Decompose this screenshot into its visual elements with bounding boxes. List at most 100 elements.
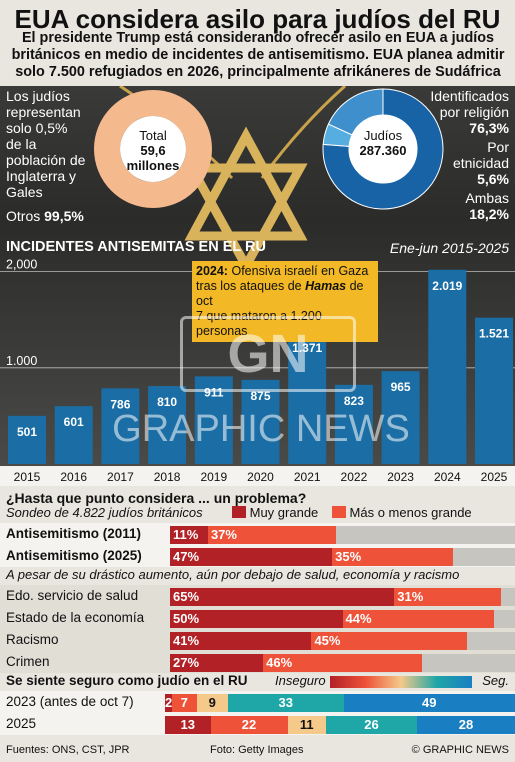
footer-sources: Fuentes: ONS, CST, JPR [6, 744, 130, 756]
survey-bar-mas-o-menos: 46% [263, 654, 422, 672]
x-tick-label: 2017 [107, 470, 134, 484]
y-tick-label: 1.000 [6, 354, 37, 368]
right-donut-chart [322, 88, 444, 210]
safety-bar-segment: 2 [165, 694, 173, 712]
right-donut-label-religion: Identificados por religión 76,3% [430, 88, 509, 136]
survey-bar-muy-grande: 50% [170, 610, 343, 628]
bar-value-label: 1.521 [479, 327, 509, 341]
right-donut-center-label: Judíos [363, 128, 403, 143]
safety-scale-right: Seg. [482, 673, 509, 688]
safety-row: 2025 13 22 11 26 28 [0, 713, 515, 735]
safety-bar-segment: 49 [343, 694, 515, 712]
right-donut-center-value: 287.360 [359, 143, 407, 158]
survey-row-label: Antisemitismo (2011) [6, 526, 142, 541]
safety-row-label: 2025 [6, 716, 37, 731]
bar-value-label: 601 [64, 415, 84, 429]
survey-row: Racismo 41% 45% [0, 629, 515, 651]
survey-row-label: Racismo [6, 632, 59, 647]
bar-value-label: 823 [344, 394, 364, 408]
bar-value-label: 501 [17, 425, 37, 439]
incidents-chart-subtitle: Ene-jun 2015-2025 [389, 240, 509, 256]
safety-scale-gradient [330, 676, 472, 688]
left-donut-center-unit: millones [126, 158, 180, 173]
survey-legend: Muy grande Más o menos grande [232, 505, 472, 520]
safety-bar-segment: 11 [287, 716, 326, 734]
left-donut-center: Total 59,6 millones [92, 128, 214, 173]
page-subtitle: El presidente Trump está considerando of… [11, 30, 505, 80]
bar-2024 [428, 269, 467, 464]
x-tick-label: 2016 [60, 470, 87, 484]
survey-bar-muy-grande: 11% [170, 526, 208, 544]
left-donut-note: Los judíos representan solo 0,5% de la p… [6, 88, 86, 200]
survey-subtitle: Sondeo de 4.822 judíos británicos [6, 505, 203, 520]
bar-2023 [381, 371, 420, 464]
donut-ring-others [94, 90, 212, 208]
survey-bar-mas-o-menos: 31% [394, 588, 502, 606]
bar-value-label: 875 [250, 389, 270, 403]
safety-bar-segment: 22 [210, 716, 288, 734]
safety-row-label: 2023 (antes de oct 7) [6, 694, 134, 709]
x-axis-strip [0, 466, 515, 486]
legend-swatch-mas-o-menos [331, 506, 346, 518]
bar-2017 [101, 388, 140, 464]
left-donut-center-label: Total [139, 128, 167, 143]
survey-bar-mas-o-menos: 35% [332, 548, 453, 566]
footer-copyright: © GRAPHIC NEWS [411, 744, 509, 756]
x-tick-label: 2018 [154, 470, 181, 484]
survey-bar-muy-grande: 41% [170, 632, 312, 650]
survey-row: Antisemitismo (2011) 11% 37% [0, 523, 515, 545]
survey-row: Edo. servicio de salud 65% 31% [0, 585, 515, 607]
bar-value-label: 810 [157, 395, 177, 409]
footer-photo-credit: Foto: Getty Images [210, 744, 304, 756]
bar-2015 [8, 415, 46, 464]
survey-bar-muy-grande: 27% [170, 654, 264, 672]
right-donut-label-both: Ambas 18,2% [465, 190, 509, 222]
bar-value-label: 786 [110, 397, 130, 411]
others-label: Otros [6, 208, 41, 224]
safety-bar-segment: 9 [196, 694, 228, 712]
watermark-text: GRAPHIC NEWS [112, 408, 410, 450]
survey-note: A pesar de su drástico aumento, aún por … [6, 567, 460, 582]
survey-bar-muy-grande: 47% [170, 548, 333, 566]
survey-row: Estado de la economía 50% 44% [0, 607, 515, 629]
survey-row-label: Crimen [6, 654, 50, 669]
x-tick-label: 2020 [247, 470, 274, 484]
legend-swatch-muy-grande [232, 506, 246, 518]
bar-2020 [241, 379, 280, 464]
survey-bar-mas-o-menos: 37% [207, 526, 336, 544]
bar-2021 [288, 332, 327, 464]
survey-row-label: Estado de la economía [6, 610, 145, 625]
x-tick-label: 2021 [294, 470, 321, 484]
survey-title: ¿Hasta que punto considera ... un proble… [6, 490, 307, 506]
bar-2016 [54, 406, 93, 464]
bar-value-label: 965 [391, 380, 411, 394]
bar-2018 [148, 386, 187, 464]
safety-bar-segment: 13 [165, 716, 211, 734]
survey-bar-mas-o-menos: 45% [311, 632, 467, 650]
incidents-bar-chart: 1.000 2,000 501 2015 601 2016 786 2017 810 2018 91… [0, 258, 515, 486]
bar-value-label: 1.371 [292, 341, 322, 355]
incidents-chart-title: INCIDENTES ANTISEMITAS EN EL RU [6, 239, 266, 255]
bar-value-label: 2.019 [432, 279, 462, 293]
y-tick-label: 2,000 [6, 258, 37, 272]
left-donut-chart [94, 90, 212, 208]
page-title: EUA considera asilo para judíos del RU [14, 4, 501, 34]
survey-bar-muy-grande: 65% [170, 588, 395, 606]
gaza-annotation: 2024: Ofensiva israelí en Gaza tras los … [192, 261, 378, 342]
safety-bar-segment: 7 [172, 694, 197, 712]
survey-bar-mas-o-menos: 44% [342, 610, 495, 628]
safety-bar-segment: 28 [417, 716, 515, 734]
others-label-row: Otros 99,5% [6, 208, 84, 224]
safety-bar-segment: 26 [326, 716, 417, 734]
survey-row: Antisemitismo (2025) 47% 35% [0, 545, 515, 567]
x-tick-label: 2015 [14, 470, 41, 484]
x-tick-label: 2019 [200, 470, 227, 484]
x-tick-label: 2022 [341, 470, 368, 484]
survey-row: Crimen 27% 46% [0, 651, 515, 673]
others-value: 99,5% [44, 208, 84, 224]
safety-title: Se siente seguro como judío en el RU [6, 673, 248, 688]
right-donut-label-ethnicity: Por etnicidad 5,6% [452, 139, 509, 187]
left-donut-center-value: 59,6 [140, 143, 166, 158]
x-tick-label: 2024 [434, 470, 461, 484]
bar-2022 [334, 384, 373, 464]
